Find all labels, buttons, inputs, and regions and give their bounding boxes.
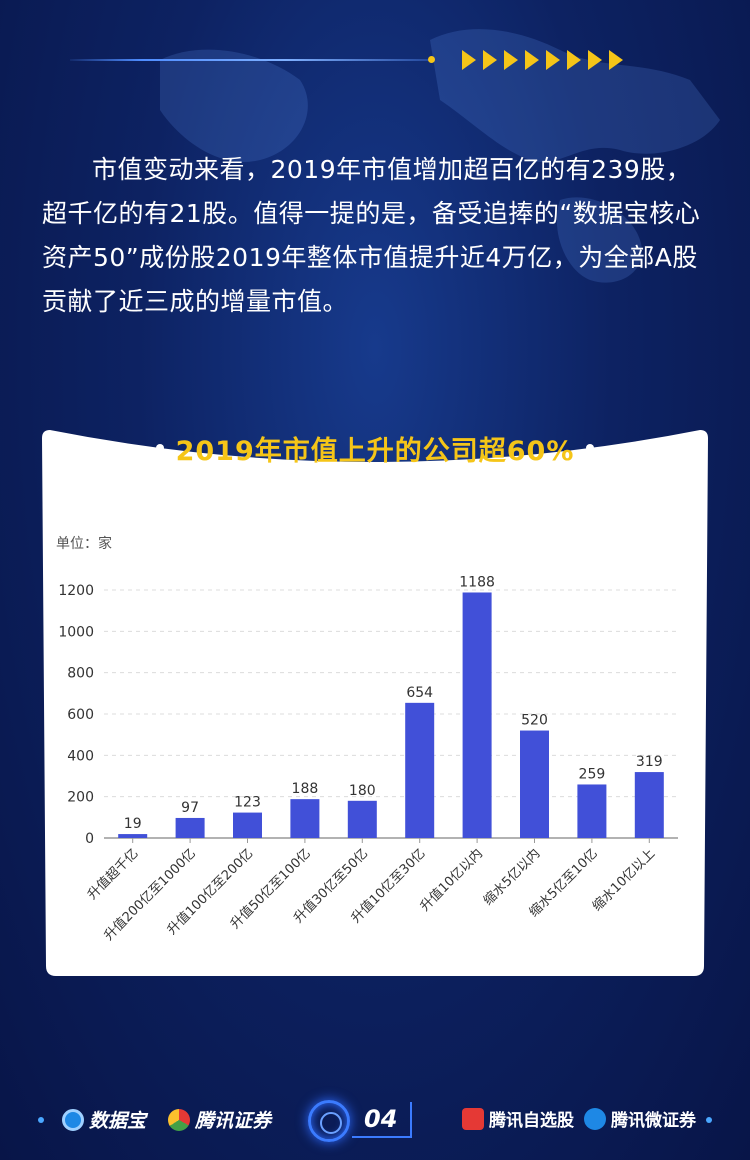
data-label: 319: [636, 754, 663, 770]
triangle-icon: [504, 50, 518, 70]
bar: [290, 799, 320, 838]
bar: [175, 817, 205, 838]
data-label: 520: [521, 713, 548, 729]
data-label: 180: [349, 783, 376, 799]
top-divider-line: [70, 59, 430, 61]
x-tick-label: 升值超千亿: [84, 846, 141, 903]
x-tick-label: 缩水5亿以内: [480, 846, 543, 909]
weizhengquan-logo-icon: [584, 1107, 606, 1130]
bar: [462, 592, 492, 838]
brand-shujubao-label: 数据宝: [89, 1110, 147, 1132]
triangle-icon: [483, 50, 497, 70]
brand-tencent-weizhengquan: 腾讯微证券: [584, 1106, 696, 1131]
page-number: 04: [364, 1105, 398, 1133]
brand-tencent-zixuangu-label: 腾讯自选股: [489, 1111, 574, 1131]
y-tick-label: 600: [67, 707, 94, 723]
triangle-icon: [462, 50, 476, 70]
footer-dot-right: [706, 1117, 712, 1123]
data-label: 1188: [459, 574, 495, 590]
tencent-securities-logo-icon: [168, 1108, 190, 1131]
card-background: [42, 430, 708, 976]
top-divider-dot: [428, 56, 435, 63]
data-label: 654: [406, 685, 433, 701]
brand-tencent-securities: 腾讯证券: [168, 1106, 271, 1133]
y-tick-label: 400: [67, 748, 94, 764]
triangle-icon: [546, 50, 560, 70]
shujubao-logo-icon: [62, 1108, 84, 1131]
data-label: 259: [579, 766, 606, 782]
page-frame: [352, 1102, 412, 1138]
brand-tencent-weizhengquan-label: 腾讯微证券: [611, 1111, 696, 1131]
footer-bar: 数据宝 腾讯证券 04 腾讯自选股 腾讯微证券: [0, 1096, 750, 1146]
bar: [405, 702, 435, 838]
bar: [634, 772, 664, 838]
x-tick-label: 升值200亿至1000亿: [101, 846, 199, 944]
brand-tencent-securities-label: 腾讯证券: [195, 1110, 272, 1132]
footer-dot-left: [38, 1117, 44, 1123]
chart-card: 2019年市值上升的公司超60% 单位：家 0 200 400 600 800 1000 12…: [42, 430, 708, 980]
bar: [520, 730, 549, 838]
intro-paragraph: 市值变动来看，2019年市值增加超百亿的有239股，超千亿的有21股。值得一提的…: [42, 155, 701, 316]
title-deco-left: [69, 444, 164, 452]
y-tick-label: 1000: [58, 624, 94, 640]
triangle-icon: [588, 50, 602, 70]
brand-tencent-zixuangu: 腾讯自选股: [462, 1106, 574, 1131]
data-label: 188: [292, 781, 319, 797]
bar: [118, 834, 148, 838]
brand-shujubao: 数据宝: [62, 1106, 146, 1133]
zixuangu-logo-icon: [462, 1107, 484, 1130]
y-tick-label: 800: [67, 666, 94, 682]
triangle-icon: [609, 50, 623, 70]
data-label: 97: [181, 800, 199, 816]
data-label: 19: [124, 816, 142, 832]
unit-label: 单位：家: [56, 535, 112, 552]
arrow-decoration: [462, 50, 623, 70]
bar: [347, 800, 377, 838]
bar: [577, 784, 607, 838]
card-title-bar: 2019年市值上升的公司超60%: [42, 430, 708, 467]
triangle-icon: [567, 50, 581, 70]
card-title: 2019年市值上升的公司超60%: [175, 435, 575, 467]
data-label: 123: [234, 795, 261, 811]
triangle-icon: [525, 50, 539, 70]
page-ring-icon: [308, 1100, 350, 1142]
bar: [233, 812, 262, 838]
y-tick-label: 1200: [58, 583, 94, 599]
y-tick-label: 200: [67, 790, 94, 806]
y-tick-label: 0: [85, 831, 94, 847]
title-deco-right: [586, 444, 681, 452]
bar-chart: 单位：家 0 200 400 600 800 1000 1200 19 升值超千亿 97 升值200亿…: [56, 535, 678, 944]
